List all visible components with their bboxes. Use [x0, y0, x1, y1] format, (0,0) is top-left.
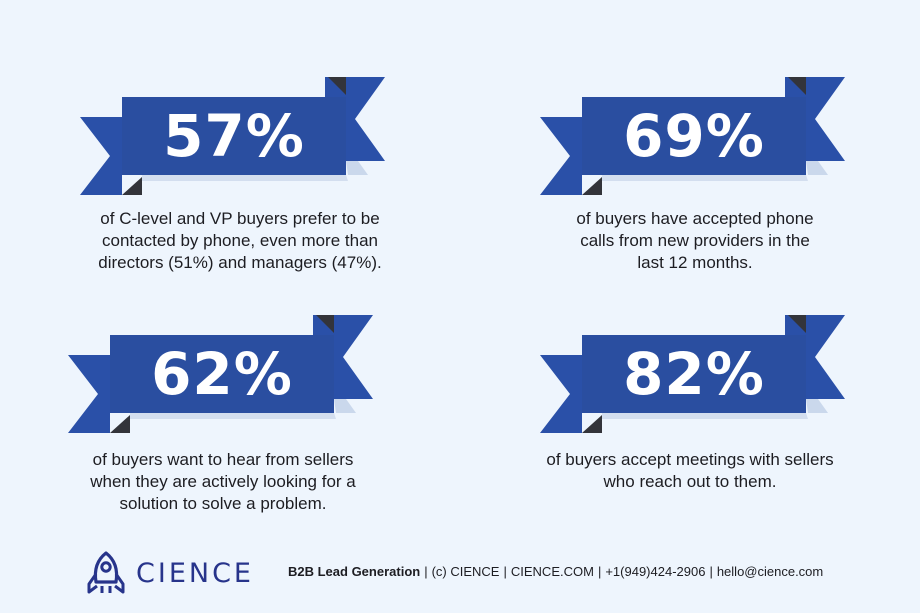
stat-description-line: of buyers accept meetings with sellers [546, 450, 834, 469]
stat-card-3: 62% of buyers want to hear from sellers … [68, 315, 378, 515]
stat-description-line: calls from new providers in the [580, 231, 810, 250]
stat-description-line: when they are actively looking for a [90, 472, 356, 491]
stat-description-line: solution to solve a problem. [119, 494, 327, 513]
brand-name: CIENCE [136, 557, 254, 589]
ribbon-banner [540, 315, 845, 433]
stat-description: of buyers have accepted phone calls from… [530, 208, 860, 274]
footer-separator: | [424, 564, 428, 579]
stat-description-line: contacted by phone, even more than [102, 231, 378, 250]
stat-value: 57% [163, 102, 305, 170]
stat-value: 62% [151, 340, 293, 408]
stat-value: 69% [623, 102, 765, 170]
footer-separator: | [503, 564, 507, 579]
stat-card-4: 82% of buyers accept meetings with selle… [540, 315, 850, 515]
footer-separator: | [709, 564, 713, 579]
footer-phone[interactable]: +1(949)424-2906 [605, 564, 706, 579]
stat-description-line: last 12 months. [637, 253, 753, 272]
stat-description-line: who reach out to them. [603, 472, 777, 491]
stat-value: 82% [623, 340, 765, 408]
stat-description-line: of C-level and VP buyers prefer to be [100, 209, 380, 228]
stat-description: of buyers want to hear from sellers when… [58, 449, 388, 515]
ribbon-banner [540, 77, 845, 195]
stat-description-line: of buyers have accepted phone [576, 209, 814, 228]
ribbon-banner [80, 77, 385, 195]
brand-logo: CIENCE [86, 548, 254, 598]
footer-separator: | [597, 564, 602, 579]
footer-email[interactable]: hello@cience.com [716, 564, 824, 579]
footer-website[interactable]: CIENCE.COM [510, 564, 594, 579]
ribbon-banner [68, 315, 373, 433]
rocket-icon [87, 551, 125, 594]
stat-description: of C-level and VP buyers prefer to be co… [75, 208, 405, 274]
footer-info: B2B Lead Generation | (c) CIENCE | CIENCE.CO… [288, 564, 823, 579]
stat-card-2: 69% of buyers have accepted phone calls … [540, 77, 850, 277]
stat-description: of buyers accept meetings with sellers w… [525, 449, 855, 493]
stat-card-1: 57% of C-level and VP buyers prefer to b… [80, 77, 390, 277]
stat-description-line: of buyers want to hear from sellers [92, 450, 354, 469]
footer-tagline: B2B Lead Generation [288, 564, 421, 579]
footer-copyright: (c) CIENCE [431, 564, 500, 579]
stat-description-line: directors (51%) and managers (47%). [98, 253, 382, 272]
